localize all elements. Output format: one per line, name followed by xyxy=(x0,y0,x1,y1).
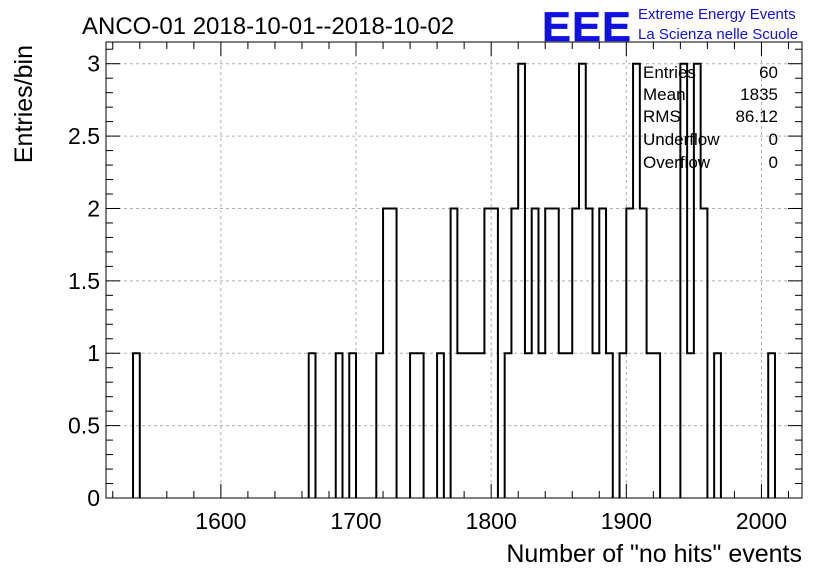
grid-lines xyxy=(106,42,802,498)
y-axis-label: Entries/bin xyxy=(10,45,38,163)
logo-line-2: La Scienza nelle Scuole xyxy=(638,26,798,43)
x-tick-label: 1600 xyxy=(195,508,246,534)
stat-label: RMS xyxy=(643,107,681,126)
y-tick-label: 0.5 xyxy=(68,413,100,439)
eee-logo: EEE Extreme Energy Events La Scienza nel… xyxy=(542,3,798,51)
logo-line-1: Extreme Energy Events xyxy=(638,6,796,23)
x-tick-label: 1800 xyxy=(466,508,517,534)
x-axis-label: Number of "no hits" events xyxy=(506,540,802,568)
stat-value: 86.12 xyxy=(735,107,778,126)
stats-row: Entries 60 xyxy=(643,63,778,82)
stats-box: Entries 60 Mean 1835 RMS 86.12 Underflow… xyxy=(643,63,778,172)
x-tick-label: 2000 xyxy=(736,508,787,534)
stats-row: Mean 1835 xyxy=(643,85,778,104)
stat-label: Underflow xyxy=(643,130,720,149)
stats-row: Overflow 0 xyxy=(643,153,778,172)
stat-label: Mean xyxy=(643,85,686,104)
x-tick-labels: 1600 1700 1800 1900 2000 xyxy=(195,508,787,534)
stat-label: Overflow xyxy=(643,153,711,172)
stat-value: 0 xyxy=(769,153,778,172)
y-tick-label: 1.5 xyxy=(68,268,100,294)
y-tick-label: 2.5 xyxy=(68,123,100,149)
stat-value: 1835 xyxy=(740,85,778,104)
x-tick-label: 1900 xyxy=(601,508,652,534)
stats-row: RMS 86.12 xyxy=(643,107,778,126)
stat-label: Entries xyxy=(643,63,696,82)
axis-ticks xyxy=(106,42,802,499)
y-tick-labels: 0 0.5 1 1.5 2 2.5 3 xyxy=(68,51,100,511)
stat-value: 0 xyxy=(769,130,778,149)
histogram-line xyxy=(132,62,776,498)
y-tick-label: 3 xyxy=(87,51,100,77)
y-tick-label: 1 xyxy=(87,340,100,366)
chart-title: ANCO-01 2018-10-01--2018-10-02 xyxy=(82,13,454,40)
stat-value: 60 xyxy=(759,63,778,82)
x-tick-label: 1700 xyxy=(330,508,381,534)
eee-logo-mark: EEE xyxy=(542,3,632,50)
y-tick-label: 0 xyxy=(87,485,100,511)
y-tick-label: 2 xyxy=(87,195,100,221)
stats-row: Underflow 0 xyxy=(643,130,778,149)
plot-frame xyxy=(105,41,803,499)
